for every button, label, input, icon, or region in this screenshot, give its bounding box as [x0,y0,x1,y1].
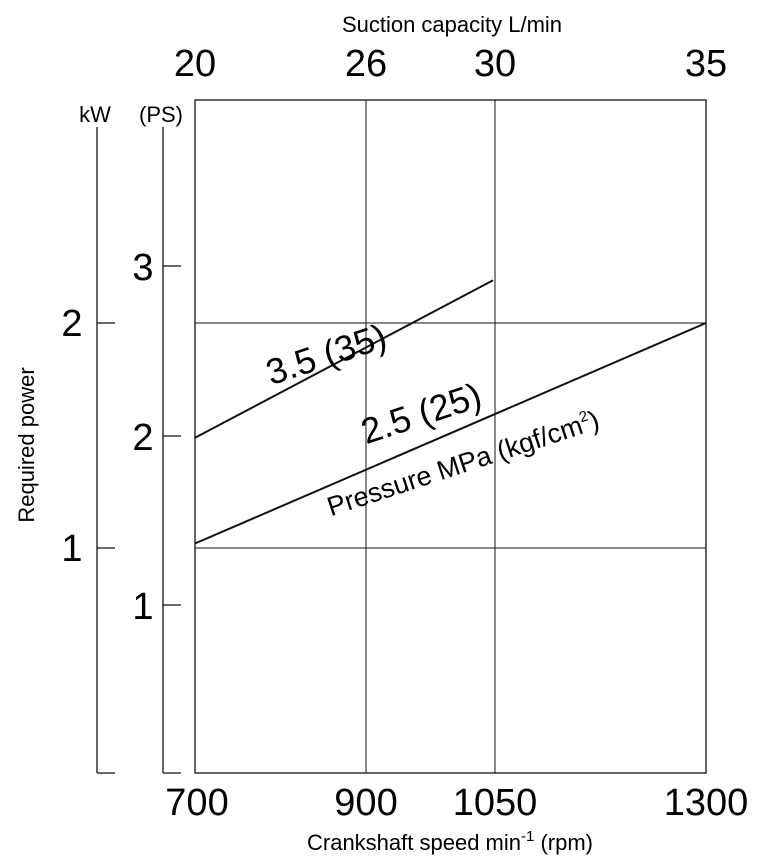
x-axis-title-suffix: (rpm) [534,830,593,855]
series-label-3-5: 3.5 (35) [261,315,392,393]
kw-unit-label: kW [79,102,111,127]
y-axis-title: Required power [14,367,39,522]
top-tick-label-26: 26 [345,43,387,85]
series-line-1 [194,279,494,439]
x-axis-title: Crankshaft speed min-1 (rpm) [307,828,593,855]
kw-tick-label-1: 1 [61,528,82,570]
ps-tick-label-2: 2 [132,417,153,459]
kw-axis [96,127,115,774]
ps-tick-label-1: 1 [132,586,153,628]
x-tick-label-900: 900 [334,782,397,824]
series-label-2-5: 2.5 (25) [356,374,487,452]
series-layer [194,279,707,545]
ps-axis [162,127,181,774]
x-tick-label-1050: 1050 [453,782,538,824]
x-axis-title-sup: -1 [521,828,534,845]
top-axis-title: Suction capacity L/min [342,12,562,37]
x-tick-label-1300: 1300 [664,782,749,824]
top-tick-label-35: 35 [685,43,727,85]
kw-tick-label-2: 2 [61,303,82,345]
x-axis-title-main: Crankshaft speed min [307,830,521,855]
x-tick-label-700: 700 [165,782,228,824]
plot-area [194,99,707,774]
series-line-2 [194,322,707,545]
top-tick-label-30: 30 [474,43,516,85]
plot-frame [194,99,707,774]
ps-unit-label: (PS) [139,102,183,127]
ps-tick-label-3: 3 [132,247,153,289]
top-tick-label-20: 20 [174,43,216,85]
